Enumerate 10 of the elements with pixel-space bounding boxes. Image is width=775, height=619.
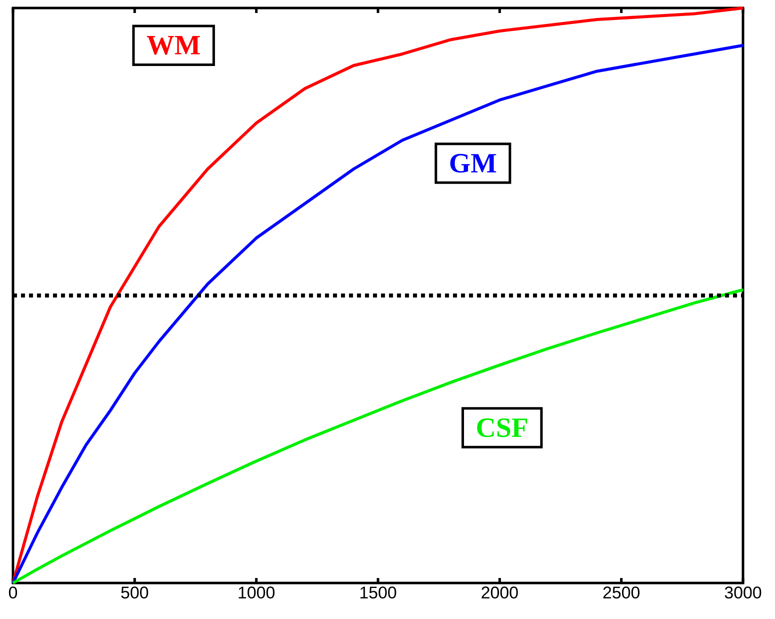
x-tick-label: 1000 — [238, 586, 275, 599]
x-tick-label: 500 — [121, 586, 148, 599]
x-tick-label: 2000 — [482, 586, 518, 599]
x-tick-label: 3000 — [724, 586, 762, 599]
x-tick-label: 0 — [8, 586, 18, 599]
x-tick-label: 1500 — [360, 586, 396, 599]
x-tick-label: 2500 — [603, 586, 640, 599]
text: WM — [146, 36, 200, 55]
series-label: CSF — [477, 418, 528, 438]
series-label: GM — [450, 154, 496, 173]
